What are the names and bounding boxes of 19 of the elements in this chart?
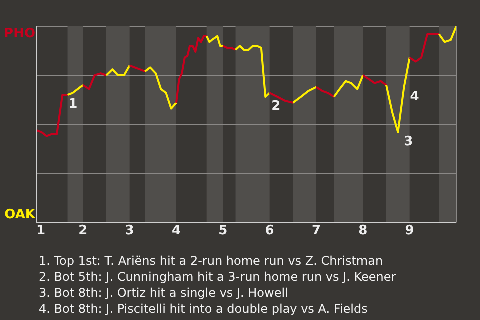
x-tick-label: 3 <box>125 224 134 238</box>
x-tick-label: 7 <box>312 224 322 238</box>
text: OAK <box>4 208 36 222</box>
x-tick-label: 9 <box>405 224 414 238</box>
text: 4. Bot 8th: J. Piscitelli hit into a double play vs A. Fields <box>39 301 369 317</box>
x-tick-label: 4 <box>172 224 182 238</box>
annotation: 4 <box>410 89 420 104</box>
x-tick-label: 2 <box>78 224 88 238</box>
x-tick-label: 5 <box>218 224 228 238</box>
annotation: 3 <box>404 134 414 150</box>
x-tick-label: 1 <box>36 224 46 238</box>
text: 3. Bot 8th: J. Ortiz hit a single vs J. Howell <box>39 285 290 301</box>
annotation: 1 <box>68 97 78 112</box>
x-tick-label: 6 <box>265 224 274 238</box>
text: PHO <box>4 26 36 42</box>
text: 2. Bot 5th: J. Cunningham hit a 3-run home run vs J. Keener <box>39 269 396 285</box>
text: 1. Top 1st: T. Ariëns hit a 2-run home run vs Z. Christman <box>39 253 384 269</box>
x-tick-label: 8 <box>358 224 368 238</box>
annotation: 2 <box>272 99 281 114</box>
